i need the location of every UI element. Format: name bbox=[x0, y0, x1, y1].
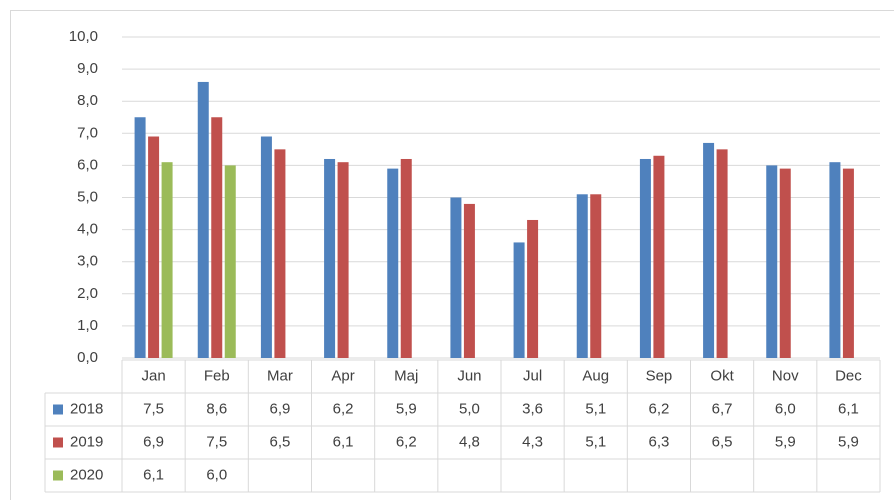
x-tick-label: Mar bbox=[267, 367, 293, 384]
table-value: 3,6 bbox=[522, 400, 543, 417]
table-value: 5,9 bbox=[396, 400, 417, 417]
bar bbox=[274, 149, 286, 358]
legend-swatch bbox=[53, 470, 63, 481]
table-value: 4,8 bbox=[459, 433, 480, 450]
bar bbox=[134, 117, 146, 358]
table-value: 6,2 bbox=[648, 400, 669, 417]
bar bbox=[387, 168, 399, 358]
legend-swatch bbox=[53, 404, 63, 415]
y-tick-label: 7,0 bbox=[77, 124, 98, 141]
x-tick-label: Apr bbox=[331, 367, 354, 384]
table-value: 6,1 bbox=[143, 466, 164, 483]
bar bbox=[224, 165, 236, 358]
y-tick-label: 5,0 bbox=[77, 188, 98, 205]
x-tick-label: Aug bbox=[582, 367, 609, 384]
bar bbox=[842, 168, 854, 358]
bar bbox=[513, 242, 525, 358]
y-tick-label: 9,0 bbox=[77, 60, 98, 77]
table-value: 6,1 bbox=[333, 433, 354, 450]
y-tick-label: 1,0 bbox=[77, 317, 98, 334]
table-value: 6,1 bbox=[838, 400, 859, 417]
table-value: 8,6 bbox=[206, 400, 227, 417]
bar bbox=[211, 117, 223, 358]
bar bbox=[197, 81, 209, 358]
x-tick-label: Nov bbox=[772, 367, 799, 384]
bar bbox=[400, 158, 412, 358]
x-tick-label: Jul bbox=[523, 367, 542, 384]
bar bbox=[527, 219, 539, 358]
legend-swatch bbox=[53, 437, 63, 448]
x-tick-label: Jun bbox=[457, 367, 481, 384]
table-value: 6,9 bbox=[143, 433, 164, 450]
y-tick-label: 4,0 bbox=[77, 221, 98, 238]
table-value: 6,0 bbox=[206, 466, 227, 483]
bar bbox=[161, 162, 173, 358]
bar bbox=[639, 158, 651, 358]
bar bbox=[260, 136, 272, 358]
table-value: 7,5 bbox=[143, 400, 164, 417]
y-tick-label: 8,0 bbox=[77, 92, 98, 109]
table-value: 5,9 bbox=[775, 433, 796, 450]
y-tick-label: 0,0 bbox=[77, 349, 98, 366]
table-value: 6,0 bbox=[775, 400, 796, 417]
legend-label: 2018 bbox=[70, 400, 103, 417]
bar bbox=[463, 203, 475, 358]
bar bbox=[779, 168, 791, 358]
x-tick-label: Dec bbox=[835, 367, 862, 384]
bar bbox=[324, 158, 336, 358]
bar bbox=[450, 197, 462, 358]
table-value: 6,2 bbox=[333, 400, 354, 417]
bar bbox=[653, 155, 665, 358]
table-value: 6,2 bbox=[396, 433, 417, 450]
bar bbox=[716, 149, 728, 358]
table-value: 6,3 bbox=[648, 433, 669, 450]
x-tick-label: Okt bbox=[710, 367, 734, 384]
table-value: 7,5 bbox=[206, 433, 227, 450]
y-tick-label: 2,0 bbox=[77, 285, 98, 302]
legend-label: 2020 bbox=[70, 466, 103, 483]
x-tick-label: Sep bbox=[646, 367, 673, 384]
table-value: 5,1 bbox=[585, 400, 606, 417]
bar bbox=[576, 194, 588, 358]
x-tick-label: Maj bbox=[394, 367, 418, 384]
x-tick-label: Feb bbox=[204, 367, 230, 384]
y-tick-label: 10,0 bbox=[69, 28, 98, 45]
bar bbox=[829, 162, 841, 358]
table-value: 5,1 bbox=[585, 433, 606, 450]
bar bbox=[337, 162, 349, 358]
table-value: 6,5 bbox=[712, 433, 733, 450]
legend-label: 2019 bbox=[70, 433, 103, 450]
table-value: 4,3 bbox=[522, 433, 543, 450]
chart-border bbox=[10, 10, 894, 500]
table-value: 6,9 bbox=[269, 400, 290, 417]
y-tick-label: 6,0 bbox=[77, 156, 98, 173]
bar bbox=[703, 142, 715, 358]
table-value: 6,5 bbox=[269, 433, 290, 450]
table-value: 6,7 bbox=[712, 400, 733, 417]
bar bbox=[766, 165, 778, 358]
table-value: 5,0 bbox=[459, 400, 480, 417]
y-tick-label: 3,0 bbox=[77, 253, 98, 270]
table-value: 5,9 bbox=[838, 433, 859, 450]
x-tick-label: Jan bbox=[141, 367, 165, 384]
bar bbox=[148, 136, 160, 358]
bar bbox=[590, 194, 602, 358]
